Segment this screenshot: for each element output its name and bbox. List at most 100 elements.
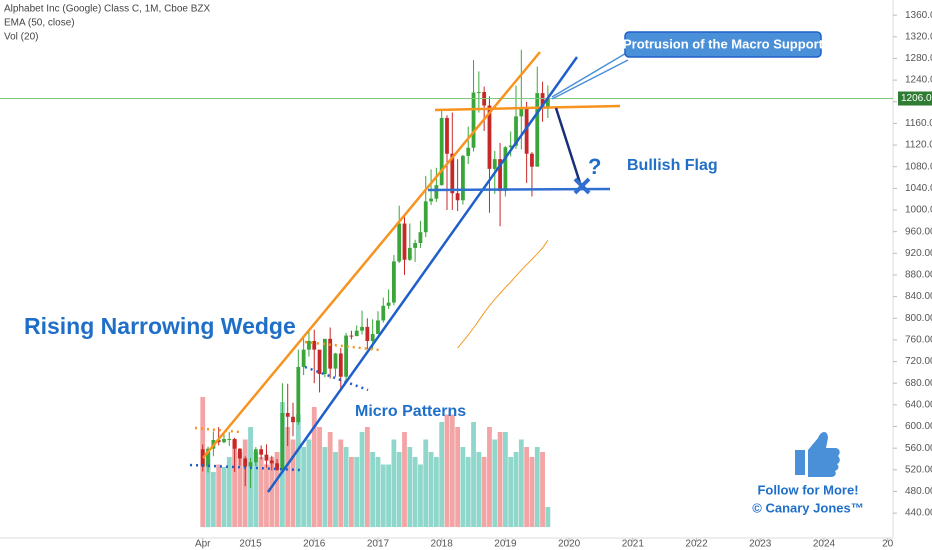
- x-tick-label: 2021: [622, 539, 645, 550]
- candle-body: [429, 198, 433, 202]
- volume-bar: [492, 439, 498, 527]
- y-tick-label: 600.00: [905, 421, 932, 432]
- candle-body: [535, 93, 540, 167]
- candle-body: [360, 326, 364, 331]
- volume-bar: [380, 464, 386, 527]
- candle-body: [269, 460, 274, 464]
- volume-bar: [481, 457, 487, 527]
- volume-bar: [508, 457, 514, 527]
- volume-bar: [545, 507, 551, 527]
- volume-bar: [237, 452, 243, 527]
- x-tick-label: 2017: [367, 539, 390, 550]
- candle-body: [476, 92, 481, 94]
- candle-body: [461, 155, 465, 201]
- candle-body: [418, 232, 423, 244]
- candle-body: [391, 261, 396, 303]
- volume-bar: [301, 447, 307, 527]
- y-tick-label: 880.00: [905, 270, 932, 281]
- y-tick-label: 960.00: [905, 226, 932, 237]
- volume-bar: [423, 439, 429, 527]
- candle-body: [354, 330, 359, 337]
- candle-body: [514, 116, 518, 146]
- candle-body: [524, 108, 529, 154]
- x-tick-label: 2019: [494, 539, 517, 550]
- y-tick-label: 680.00: [905, 378, 932, 389]
- volume-bar: [433, 457, 439, 527]
- volume-bar: [428, 452, 434, 527]
- volume-bar: [391, 439, 397, 527]
- volume-bar: [402, 432, 407, 527]
- volume-bar: [322, 447, 328, 527]
- last-price-label: 1206.00: [901, 93, 932, 104]
- volume-bar: [354, 457, 360, 527]
- x-tick-label: Apr: [195, 539, 211, 550]
- volume-bar: [317, 427, 322, 527]
- candle-body: [498, 159, 502, 192]
- drawings: [189, 31, 840, 493]
- candle-body: [328, 338, 333, 369]
- candle-body: [301, 349, 306, 367]
- y-tick-label: 1000.00: [905, 205, 932, 216]
- volume-bar: [513, 452, 519, 527]
- candle-body: [376, 320, 380, 334]
- candle-body: [471, 92, 476, 148]
- volume-bar: [327, 432, 333, 527]
- volume-bar: [343, 447, 349, 527]
- volume-bar: [338, 439, 344, 527]
- volume-bar: [444, 414, 450, 527]
- volume-bar: [502, 432, 508, 527]
- candle-body: [338, 353, 343, 377]
- volume-bar: [232, 439, 238, 527]
- candle-body: [423, 201, 428, 233]
- candle-body: [434, 185, 439, 199]
- candle-body: [248, 462, 253, 467]
- volume-bar: [364, 427, 370, 527]
- candle-body: [222, 438, 226, 443]
- x-tick-label: 2015: [239, 539, 262, 550]
- y-tick-label: 920.00: [905, 248, 932, 259]
- volume-bar: [349, 457, 354, 527]
- ema-line: [457, 240, 549, 349]
- y-tick-label: 1040.00: [905, 183, 932, 194]
- candle-body: [349, 335, 354, 337]
- candle-body: [259, 449, 264, 455]
- volume-bar: [285, 427, 291, 527]
- annotation: ?: [588, 154, 601, 179]
- volume-bar: [205, 452, 211, 527]
- y-tick-label: 1080.00: [905, 161, 932, 172]
- volume-bar: [534, 447, 540, 527]
- x-tick-label: 20: [882, 539, 894, 550]
- candle-body: [216, 440, 221, 443]
- candle-body: [370, 333, 375, 341]
- candle-body: [243, 458, 248, 467]
- volume-bar: [476, 452, 482, 527]
- y-tick-label: 640.00: [905, 399, 932, 410]
- candle-body: [312, 340, 317, 350]
- y-tick-label: 520.00: [905, 464, 932, 475]
- y-tick-label: 840.00: [905, 291, 932, 302]
- candle-body: [264, 454, 269, 461]
- candle-body: [365, 326, 370, 341]
- indicator-label: EMA (50, close): [4, 18, 75, 29]
- y-tick-label: 1240.00: [905, 75, 932, 86]
- candle-body: [206, 448, 210, 467]
- volume-bar: [216, 464, 222, 527]
- x-tick-label: 2023: [749, 539, 772, 550]
- volume-bar: [359, 432, 365, 527]
- callout-text: Protrusion of the Macro Support: [623, 36, 824, 51]
- candle-body: [296, 366, 301, 423]
- volume-bar: [221, 467, 227, 527]
- volume-bar: [412, 457, 418, 527]
- chart-title: Alphabet Inc (Google) Class C, 1M, Cboe …: [4, 4, 211, 15]
- indicator-label: Vol (20): [4, 32, 38, 43]
- volume-bar: [460, 447, 466, 527]
- volume-bar: [311, 407, 317, 527]
- candle-body: [291, 416, 295, 423]
- y-tick-label: 560.00: [905, 443, 932, 454]
- candle-body: [386, 302, 391, 306]
- volume-bar: [529, 457, 535, 527]
- candle-body: [280, 412, 285, 470]
- candle-body: [322, 338, 327, 375]
- volume-bar: [269, 457, 275, 527]
- candle-body: [487, 105, 492, 169]
